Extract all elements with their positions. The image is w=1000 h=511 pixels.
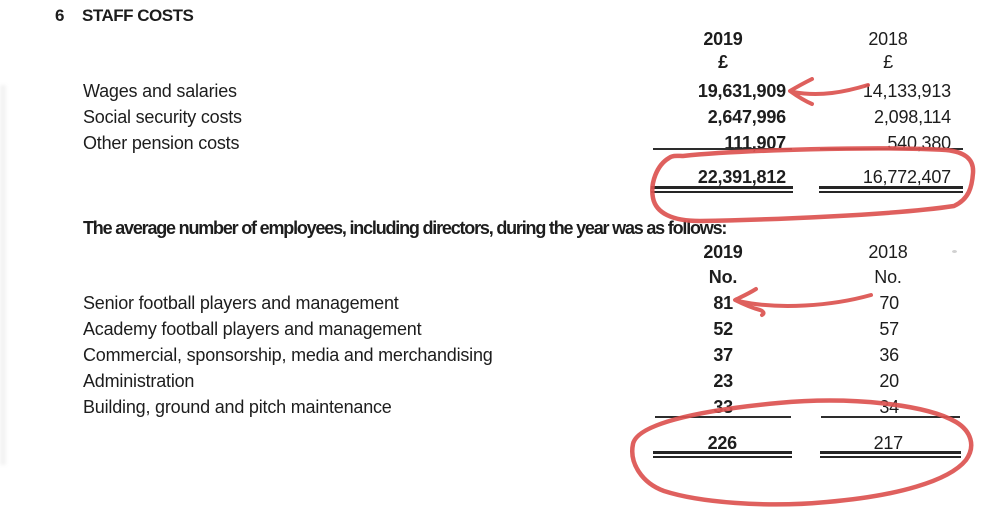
staff-currency-header-2019: £ bbox=[718, 52, 728, 72]
staff-year-header-2018: 2018 bbox=[868, 29, 908, 49]
employees-unit-header-2018: No. bbox=[874, 267, 902, 287]
row-academy-players-2019: 52 bbox=[713, 319, 733, 339]
row-administration-2019: 23 bbox=[713, 371, 733, 391]
section-number: 6 bbox=[55, 6, 64, 25]
row-social-security-2018: 2,098,114 bbox=[874, 107, 951, 127]
row-label-wages: Wages and salaries bbox=[83, 81, 237, 101]
row-label-senior-players: Senior football players and management bbox=[83, 293, 399, 313]
row-building-maintenance-2018: 34 bbox=[879, 397, 899, 417]
row-wages-2019: 19,631,909 bbox=[697, 81, 786, 101]
staff-subtotal-rule-2018 bbox=[820, 148, 963, 150]
staff-year-header-2019: 2019 bbox=[703, 29, 743, 49]
row-academy-players-2018: 57 bbox=[879, 319, 899, 339]
scan-speck bbox=[952, 250, 957, 253]
row-commercial-2019: 37 bbox=[713, 345, 733, 365]
row-label-administration: Administration bbox=[83, 371, 195, 391]
employees-total-double-rule-2019 bbox=[653, 451, 792, 458]
section-title: STAFF COSTS bbox=[82, 6, 194, 25]
row-pension-2018: 540,380 bbox=[887, 133, 951, 153]
staff-total-double-rule-2019 bbox=[651, 186, 793, 193]
employees-subtotal-rule-2018 bbox=[821, 416, 960, 418]
row-label-social-security: Social security costs bbox=[83, 107, 242, 127]
employees-intro-text: The average number of employees, includi… bbox=[83, 218, 727, 238]
staff-total-double-rule-2018 bbox=[819, 186, 963, 193]
employees-year-header-2018: 2018 bbox=[868, 242, 908, 262]
row-label-pension: Other pension costs bbox=[83, 133, 240, 153]
row-commercial-2018: 36 bbox=[879, 345, 899, 365]
employees-year-header-2019: 2019 bbox=[703, 242, 743, 262]
staff-total-2018: 16,772,407 bbox=[862, 167, 951, 187]
row-label-commercial: Commercial, sponsorship, media and merch… bbox=[83, 345, 493, 365]
row-label-building-maintenance: Building, ground and pitch maintenance bbox=[83, 397, 392, 417]
row-senior-players-2018: 70 bbox=[879, 293, 899, 313]
employees-subtotal-rule-2019 bbox=[655, 416, 791, 418]
scan-edge-streak bbox=[0, 85, 6, 465]
row-label-academy-players: Academy football players and management bbox=[83, 319, 422, 339]
staff-subtotal-rule-2019 bbox=[653, 148, 792, 150]
row-social-security-2019: 2,647,996 bbox=[707, 107, 786, 127]
row-senior-players-2019: 81 bbox=[713, 293, 733, 313]
row-wages-2018: 14,133,913 bbox=[862, 81, 951, 101]
employees-unit-header-2019: No. bbox=[708, 267, 738, 287]
staff-currency-header-2018: £ bbox=[883, 52, 893, 72]
employees-total-double-rule-2018 bbox=[820, 451, 961, 458]
row-administration-2018: 20 bbox=[879, 371, 899, 391]
